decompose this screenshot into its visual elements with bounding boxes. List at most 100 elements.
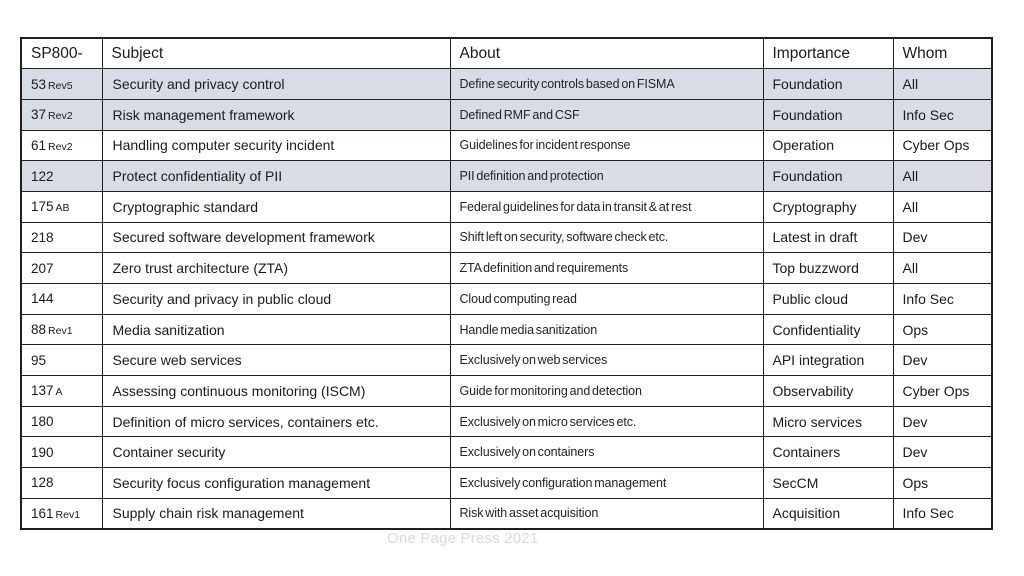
table-row: 161 Rev1 Supply chain risk management Ris… (20, 497, 993, 530)
cell-whom: Info Sec (892, 497, 993, 530)
cell-whom: Dev (892, 436, 993, 469)
cell-number: 95 (20, 344, 103, 377)
table-row: 95 Secure web services Exclusively on we… (20, 344, 993, 377)
table-row: 218 Secured software development framewo… (20, 221, 993, 254)
cell-about: Exclusively on web services (449, 344, 764, 377)
table-row: 88 Rev1 Media sanitization Handle media s… (20, 313, 993, 346)
cell-whom: Dev (892, 221, 993, 254)
table-row: 128 Security focus configuration managem… (20, 467, 993, 499)
cell-number: 88 Rev1 (20, 313, 103, 346)
cell-importance: SecCM (762, 467, 894, 499)
cell-number: 122 (20, 160, 103, 192)
cell-subject: Handling computer security incident (101, 129, 451, 162)
sp800-number: 180 (31, 414, 54, 430)
cell-importance: Foundation (762, 68, 894, 100)
cell-whom: All (892, 190, 993, 223)
sp800-revision-suffix: Rev2 (48, 140, 73, 153)
sp800-number: 122 (31, 168, 54, 184)
table-row: 122 Protect confidentiality of PII PII d… (20, 160, 993, 192)
table-row: 175 AB Cryptographic standard Federal gui… (20, 190, 993, 223)
cell-subject: Security focus configuration management (101, 467, 451, 499)
cell-importance: Confidentiality (762, 313, 894, 346)
cell-about: Risk with asset acquisition (449, 497, 764, 530)
cell-number: 53 Rev5 (20, 68, 103, 100)
column-header-sp800: SP800- (20, 37, 103, 70)
cell-importance: Latest in draft (762, 221, 894, 254)
column-header-subject: Subject (101, 37, 451, 70)
sp800-number: 61 (31, 137, 47, 153)
sp800-table: SP800- Subject About Importance Whom 53 R… (20, 37, 993, 530)
cell-subject: Zero trust architecture (ZTA) (101, 252, 451, 284)
cell-subject: Cryptographic standard (101, 190, 451, 223)
cell-number: 61 Rev2 (20, 129, 103, 162)
cell-number: 218 (20, 221, 103, 254)
cell-whom: Info Sec (892, 283, 993, 315)
sp800-number: 37 (31, 107, 47, 123)
cell-whom: Cyber Ops (892, 375, 993, 407)
cell-importance: Micro services (762, 405, 894, 438)
table-header-row: SP800- Subject About Importance Whom (20, 37, 993, 70)
sp800-number: 88 (31, 322, 47, 338)
cell-importance: Containers (762, 436, 894, 469)
cell-number: 190 (20, 436, 103, 469)
cell-whom: Ops (892, 467, 993, 499)
cell-about: ZTA definition and requirements (449, 252, 764, 284)
cell-whom: All (892, 160, 993, 192)
cell-importance: API integration (762, 344, 894, 377)
cell-whom: Dev (892, 344, 993, 377)
sp800-number: 190 (31, 444, 54, 460)
sp800-number: 207 (31, 260, 54, 276)
cell-number: 128 (20, 467, 103, 499)
watermark-text: One Page Press 2021 (387, 530, 539, 547)
cell-subject: Assessing continuous monitoring (ISCM) (101, 375, 451, 407)
cell-importance: Foundation (762, 98, 894, 131)
cell-subject: Protect confidentiality of PII (101, 160, 451, 192)
sp800-revision-suffix: A (55, 386, 63, 399)
table-row: 137 A Assessing continuous monitoring (IS… (20, 375, 993, 407)
cell-whom: Cyber Ops (892, 129, 993, 162)
cell-number: 207 (20, 252, 103, 284)
sp800-revision-suffix: AB (55, 202, 70, 215)
cell-importance: Foundation (762, 160, 894, 192)
column-header-importance: Importance (762, 37, 894, 70)
cell-about: Define security controls based on FISMA (449, 68, 764, 100)
sp800-number: 128 (31, 475, 54, 491)
table-row: 61 Rev2 Handling computer security incide… (20, 129, 993, 162)
sp800-number: 161 (31, 505, 54, 521)
cell-importance: Top buzzword (762, 252, 894, 284)
cell-subject: Secured software development framework (101, 221, 451, 254)
cell-about: Guide for monitoring and detection (449, 375, 764, 407)
cell-number: 137 A (20, 375, 103, 407)
sp800-number: 218 (31, 229, 54, 245)
table-row: 53 Rev5 Security and privacy control Defi… (20, 68, 993, 100)
cell-subject: Container security (101, 436, 451, 469)
cell-subject: Security and privacy control (101, 68, 451, 100)
cell-about: Guidelines for incident response (449, 129, 764, 162)
cell-importance: Operation (762, 129, 894, 162)
cell-about: Federal guidelines for data in transit &… (449, 190, 764, 223)
cell-about: Exclusively configuration management (449, 467, 764, 499)
cell-about: Handle media sanitization (449, 313, 764, 346)
cell-about: Defined RMF and CSF (449, 98, 764, 131)
cell-importance: Acquisition (762, 497, 894, 530)
sp800-number: 137 (31, 383, 54, 399)
column-header-whom: Whom (892, 37, 993, 70)
table-row: 190 Container security Exclusively on co… (20, 436, 993, 469)
sp800-number: 144 (31, 291, 54, 307)
cell-importance: Cryptography (762, 190, 894, 223)
sp800-revision-suffix: Rev1 (48, 325, 73, 338)
cell-whom: Dev (892, 405, 993, 438)
table-row: 144 Security and privacy in public cloud… (20, 283, 993, 315)
cell-about: PII definition and protection (449, 160, 764, 192)
cell-whom: Info Sec (892, 98, 993, 131)
cell-whom: Ops (892, 313, 993, 346)
table-row: 180 Definition of micro services, contai… (20, 405, 993, 438)
cell-subject: Secure web services (101, 344, 451, 377)
sp800-revision-suffix: Rev1 (55, 508, 81, 521)
cell-number: 180 (20, 405, 103, 438)
cell-number: 37 Rev2 (20, 98, 103, 131)
cell-importance: Public cloud (762, 283, 894, 315)
table-row: 207 Zero trust architecture (ZTA) ZTA de… (20, 252, 993, 284)
cell-importance: Observability (762, 375, 894, 407)
